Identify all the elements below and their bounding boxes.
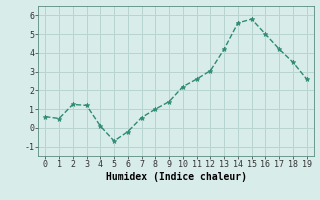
X-axis label: Humidex (Indice chaleur): Humidex (Indice chaleur) (106, 172, 246, 182)
